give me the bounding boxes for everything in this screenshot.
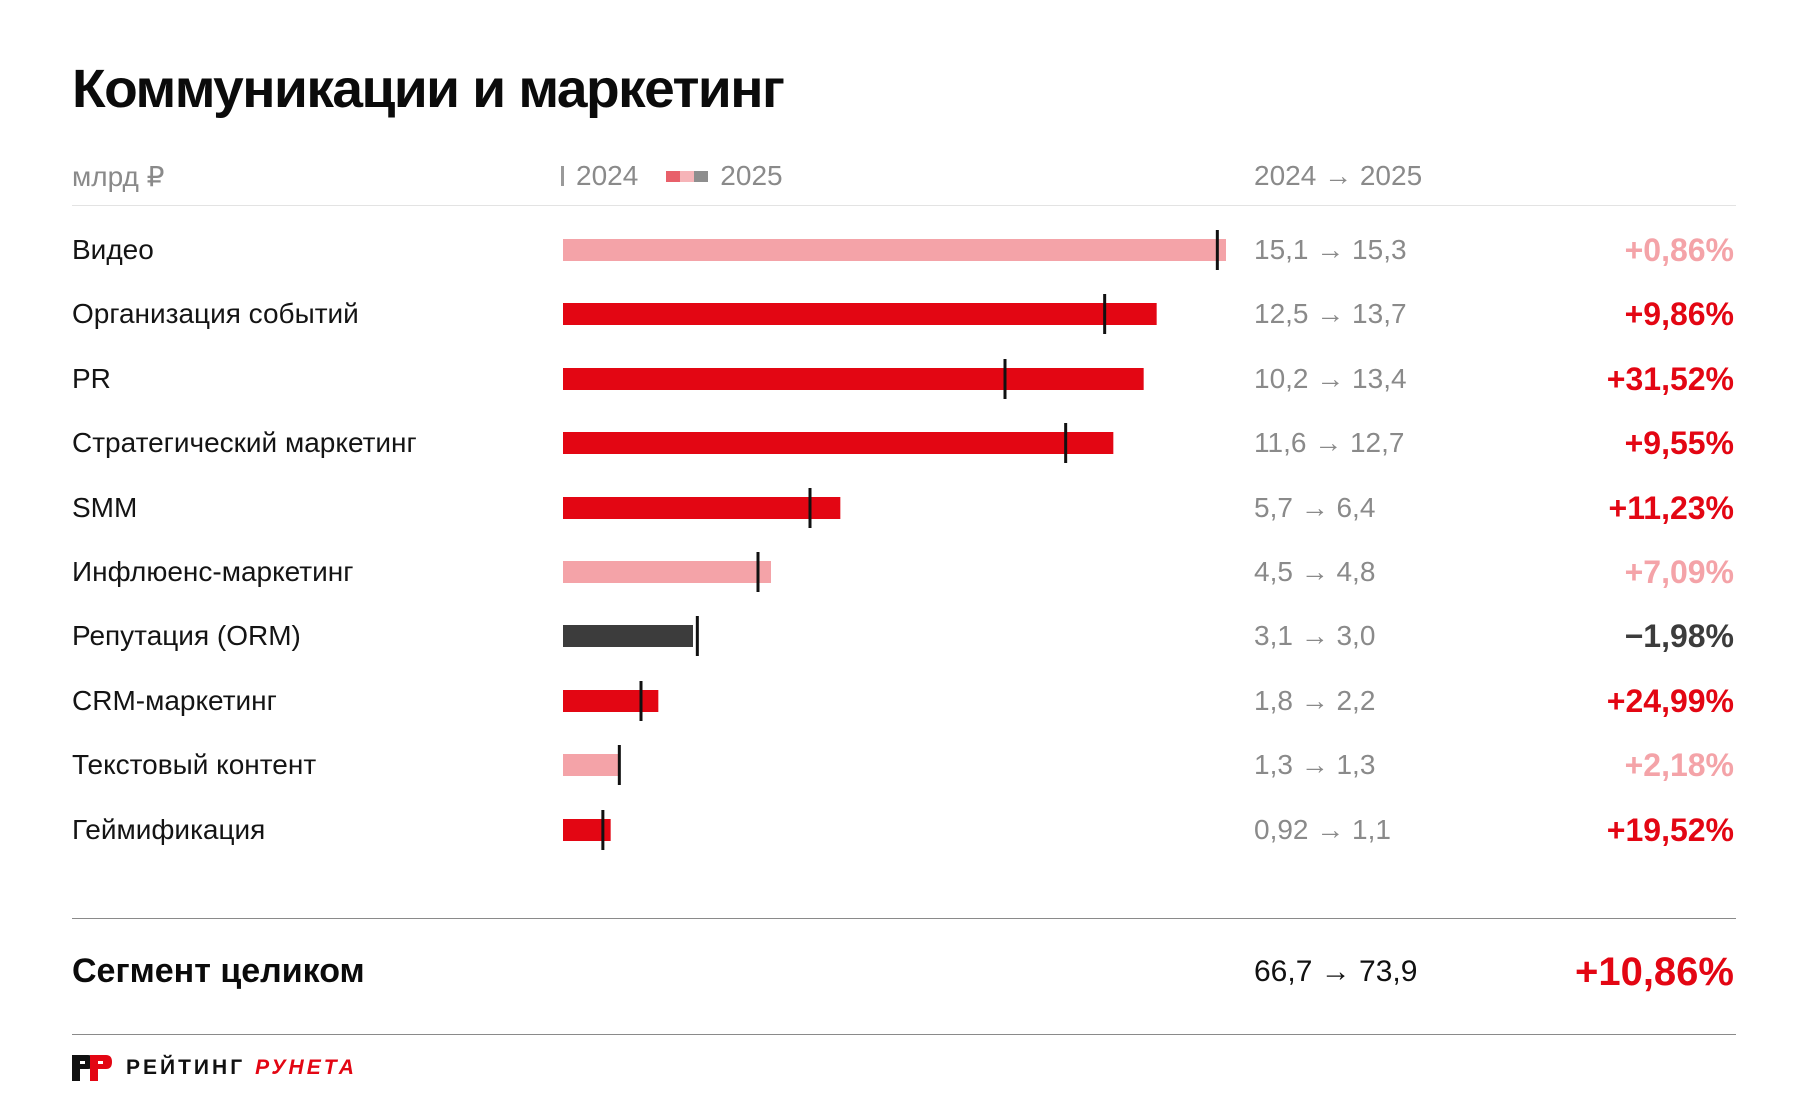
header-divider — [72, 205, 1736, 206]
bar-2025 — [563, 689, 659, 712]
change-label: 0,92 → 1,1 — [1254, 813, 1391, 845]
bar-2025 — [563, 625, 693, 648]
total-percent: +10,86% — [1574, 950, 1734, 994]
bar-track — [563, 745, 621, 786]
percent-label: −1,98% — [1624, 618, 1734, 655]
change-label: 3,1 → 3,0 — [1254, 620, 1376, 652]
legend-2025-swatch-icon — [666, 170, 709, 182]
marker-2024 — [1215, 230, 1219, 270]
bar-track — [563, 294, 1157, 335]
marker-2024 — [1103, 294, 1107, 335]
bar-2025 — [563, 303, 1157, 326]
legend-2024-marker-icon — [561, 166, 564, 186]
bar-row: Репутация (ORM) 3,1 → 3,0 −1,98% — [0, 606, 1800, 670]
logo-text-rating: РЕЙТИНГ — [126, 1056, 246, 1079]
marker-2024 — [808, 487, 812, 528]
bar-2025 — [563, 754, 620, 777]
marker-2024 — [601, 809, 605, 850]
bar-2025 — [563, 432, 1114, 455]
category-label: PR — [72, 362, 111, 394]
bar-track — [563, 423, 1114, 464]
category-label: SMM — [72, 491, 138, 523]
total-divider-top — [72, 918, 1736, 919]
change-label: 1,3 → 1,3 — [1254, 749, 1376, 781]
change-label: 4,5 → 4,8 — [1254, 556, 1376, 587]
bar-2025 — [563, 496, 841, 519]
percent-label: +11,23% — [1608, 489, 1734, 526]
change-label: 1,8 → 2,2 — [1254, 684, 1376, 716]
unit-label: млрд ₽ — [72, 161, 165, 192]
category-label: Стратегический маркетинг — [72, 427, 417, 459]
category-label: Текстовый контент — [72, 749, 317, 781]
percent-label: +9,86% — [1624, 296, 1734, 333]
category-label: Репутация (ORM) — [72, 620, 301, 652]
bar-track — [563, 230, 1226, 270]
bar-track — [563, 358, 1144, 399]
marker-2024 — [639, 680, 643, 721]
percent-label: +9,55% — [1624, 425, 1734, 462]
bar-2025 — [563, 818, 611, 841]
change-column-header: 2024 → 2025 — [1254, 160, 1423, 191]
percent-label: +31,52% — [1606, 360, 1734, 397]
marker-2024 — [695, 616, 699, 657]
marker-2024 — [1003, 358, 1007, 399]
marker-2024 — [1064, 423, 1068, 464]
category-label: Организация событий — [72, 298, 359, 330]
bar-row: PR 10,2 → 13,4 +31,52% — [0, 349, 1800, 413]
total-change: 66,7 → 73,9 — [1254, 955, 1418, 988]
bar-track — [563, 616, 699, 657]
bar-2025 — [563, 239, 1226, 261]
logo-text-runet: РУНЕТА — [255, 1056, 357, 1079]
brand-logo: РЕЙТИНГ РУНЕТА — [72, 1055, 357, 1081]
marker-2024 — [756, 552, 760, 592]
percent-label: +19,52% — [1606, 811, 1734, 848]
bar-2025 — [563, 561, 771, 583]
percent-label: +24,99% — [1606, 682, 1734, 719]
percent-label: +2,18% — [1624, 747, 1734, 784]
bar-track — [563, 809, 611, 850]
legend: 2024 2025 — [561, 160, 783, 192]
bar-track — [563, 487, 841, 528]
legend-2025-label: 2025 — [720, 160, 783, 191]
bar-row: SMM 5,7 → 6,4 +11,23% — [0, 478, 1800, 542]
bar-track — [563, 552, 771, 592]
category-label: CRM-маркетинг — [72, 684, 277, 716]
change-label: 10,2 → 13,4 — [1254, 362, 1407, 394]
percent-label: +7,09% — [1624, 554, 1734, 590]
bar-row: Стратегический маркетинг 11,6 → 12,7 +9,55… — [0, 413, 1800, 477]
bar-2025 — [563, 367, 1144, 390]
change-label: 15,1 → 15,3 — [1254, 234, 1407, 265]
bar-row: Организация событий 12,5 → 13,7 +9,86% — [0, 284, 1800, 348]
bar-row: Текстовый контент 1,3 → 1,3 +2,18% — [0, 735, 1800, 799]
category-label: Инфлюенс-маркетинг — [72, 556, 354, 587]
bar-row: Геймификация 0,92 → 1,1 +19,52% — [0, 800, 1800, 864]
marker-2024 — [617, 745, 621, 786]
runet-rating-logo-icon — [72, 1055, 112, 1081]
bar-track — [563, 680, 659, 721]
change-label: 5,7 → 6,4 — [1254, 491, 1376, 523]
percent-label: +0,86% — [1624, 232, 1734, 268]
legend-2024-label: 2024 — [576, 160, 639, 191]
chart-title: Коммуникации и маркетинг — [72, 59, 785, 119]
total-label: Сегмент целиком — [72, 952, 365, 990]
bar-row: Видео 15,1 → 15,3 +0,86% — [0, 220, 1800, 284]
change-label: 11,6 → 12,7 — [1254, 427, 1405, 459]
bar-row: Инфлюенс-маркетинг 4,5 → 4,8 +7,09% — [0, 542, 1800, 606]
category-label: Геймификация — [72, 813, 266, 845]
category-label: Видео — [72, 234, 154, 265]
change-label: 12,5 → 13,7 — [1254, 298, 1407, 330]
total-divider-bottom — [72, 1034, 1736, 1035]
bar-row: CRM-маркетинг 1,8 → 2,2 +24,99% — [0, 671, 1800, 735]
